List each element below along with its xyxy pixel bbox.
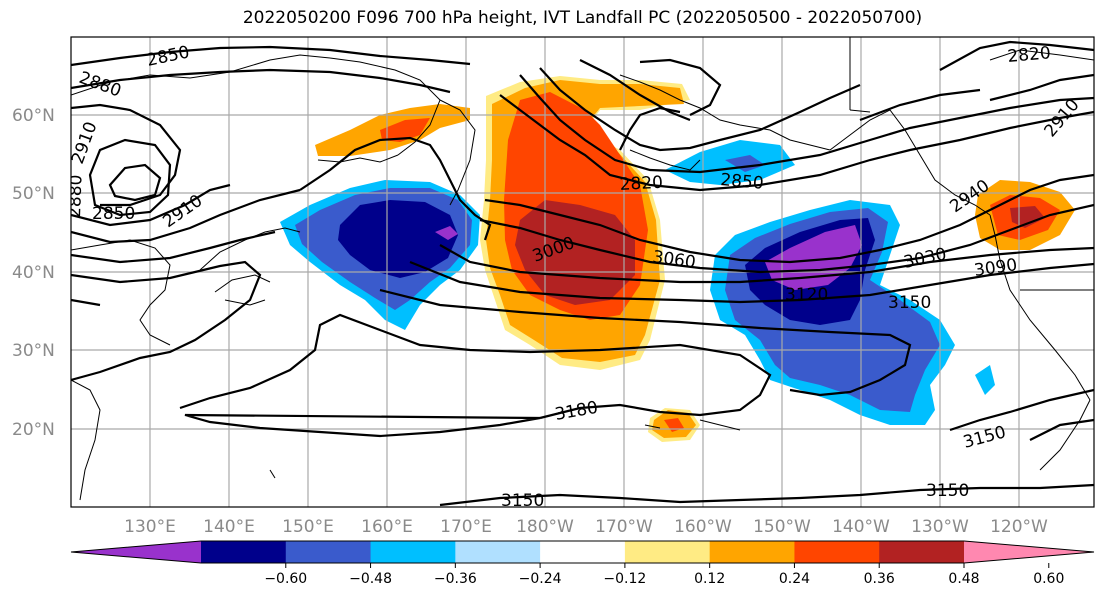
colorbar-tick-label: 0.12 [694,571,725,587]
lat-label: 60°N [12,106,55,126]
lat-label: 40°N [12,263,55,283]
colorbar-bin [201,541,287,563]
contour-label: 3120 [785,285,828,305]
coastlines [71,37,1094,501]
colorbar-extend-max [964,541,1094,563]
lon-label: 130°E [124,517,176,537]
colorbar-tick-label: −0.48 [349,571,392,587]
contour-label: 3150 [888,293,931,313]
colorbar-bin [709,541,795,563]
lon-label: 120°W [990,517,1048,537]
lon-label: 140°W [832,517,890,537]
colorbar: −0.60 −0.48 −0.36 −0.24 −0.12 0.12 0.24 0.36 0.4… [70,540,1095,587]
colorbar-extend-min [71,541,201,563]
lat-label: 20°N [12,420,55,440]
colorbar-tick-label: 0.48 [948,571,979,587]
contour-label: 3150 [501,491,544,511]
colorbar-bin [285,541,372,563]
colorbar-tick-label: −0.36 [434,571,477,587]
colorbar-tick-label: −0.12 [603,571,646,587]
lat-label: 50°N [12,184,55,204]
contour-label: 2850 [92,204,135,224]
longitude-labels: 130°E 140°E 150°E 160°E 170°E 180°W 170°… [124,517,1048,537]
lon-label: 180°W [516,517,574,537]
lat-label: 30°N [12,341,55,361]
latitude-labels: 60°N 50°N 40°N 30°N 20°N [12,106,55,440]
colorbar-outline [70,540,1095,564]
map-panel: 2850 2880 2910 2880 2850 2910 2820 2850 … [65,36,1095,511]
lon-label: 160°E [361,517,413,537]
height-contours [71,40,1094,507]
lon-label: 130°W [911,517,969,537]
lon-label: 170°E [440,517,492,537]
colorbar-tick-label: 0.36 [864,571,895,587]
lon-label: 170°W [595,517,653,537]
contour-label: 2820 [619,173,663,195]
contour-label: 2850 [720,170,765,194]
lon-label: 160°W [674,517,732,537]
contour-label: 2820 [1007,43,1052,67]
colorbar-tick-label: 0.24 [779,571,810,587]
contour-label: 3150 [926,481,969,501]
colorbar-tick-label: −0.60 [264,571,307,587]
contour-label: 2880 [65,174,86,218]
colorbar-bin [370,541,456,563]
colorbar-tick-label: 0.60 [1033,571,1064,587]
map-title: 2022050200 F096 700 hPa height, IVT Land… [242,8,923,28]
lon-label: 150°E [282,517,334,537]
colorbar-bin [540,541,626,563]
lon-label: 150°W [753,517,811,537]
colorbar-tick-label: −0.24 [519,571,562,587]
colorbar-bin [879,541,965,563]
colorbar-bin [624,541,711,563]
lon-label: 140°E [203,517,255,537]
colorbar-bin [455,541,541,563]
colorbar-bin [794,541,880,563]
